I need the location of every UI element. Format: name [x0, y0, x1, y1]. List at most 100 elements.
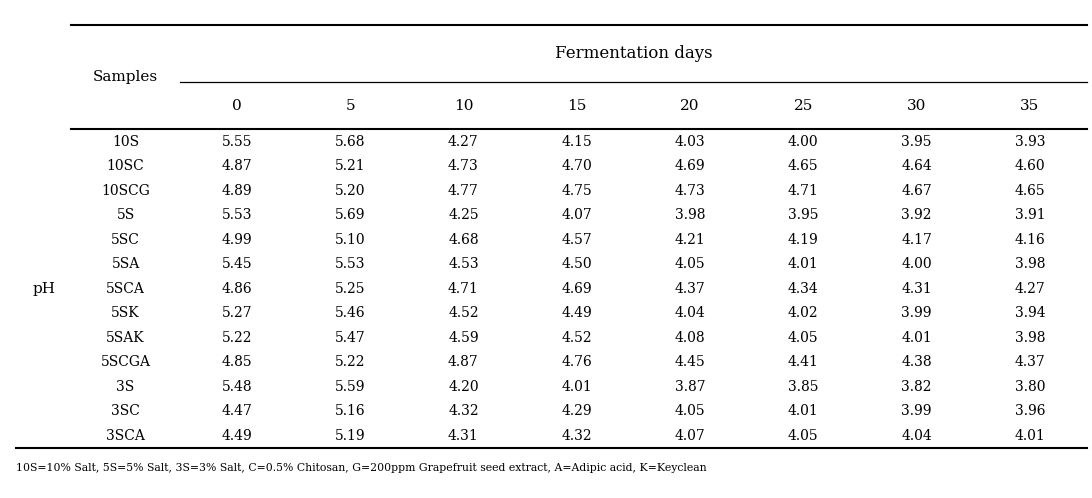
Text: 4.87: 4.87: [448, 356, 478, 370]
Text: 4.45: 4.45: [675, 356, 705, 370]
Text: 4.73: 4.73: [675, 184, 705, 198]
Text: 5.20: 5.20: [335, 184, 366, 198]
Text: 4.31: 4.31: [901, 282, 931, 296]
Text: 4.50: 4.50: [561, 257, 592, 271]
Text: 4.37: 4.37: [675, 282, 705, 296]
Text: 10SCG: 10SCG: [102, 184, 150, 198]
Text: 5.22: 5.22: [222, 331, 252, 345]
Text: 4.17: 4.17: [901, 233, 933, 247]
Text: 5SAK: 5SAK: [106, 331, 145, 345]
Text: 5.22: 5.22: [335, 356, 366, 370]
Text: 5.48: 5.48: [222, 380, 252, 394]
Text: 5.47: 5.47: [335, 331, 366, 345]
Text: 3.95: 3.95: [788, 208, 819, 222]
Text: Fermentation days: Fermentation days: [555, 45, 712, 62]
Text: 4.27: 4.27: [448, 135, 478, 149]
Text: 4.32: 4.32: [448, 404, 478, 418]
Text: 4.19: 4.19: [788, 233, 819, 247]
Text: 4.05: 4.05: [788, 429, 819, 443]
Text: 10SC: 10SC: [107, 159, 144, 173]
Text: 4.29: 4.29: [561, 404, 592, 418]
Text: 3.99: 3.99: [901, 404, 931, 418]
Text: 4.70: 4.70: [561, 159, 592, 173]
Text: 4.41: 4.41: [787, 356, 819, 370]
Text: 4.69: 4.69: [561, 282, 592, 296]
Text: 5.16: 5.16: [335, 404, 366, 418]
Text: 4.34: 4.34: [788, 282, 819, 296]
Text: 5: 5: [345, 99, 355, 113]
Text: 5.53: 5.53: [222, 208, 252, 222]
Text: 3S: 3S: [117, 380, 134, 394]
Text: 4.07: 4.07: [561, 208, 592, 222]
Text: 5.59: 5.59: [335, 380, 366, 394]
Text: 5.68: 5.68: [335, 135, 366, 149]
Text: 4.15: 4.15: [561, 135, 592, 149]
Text: pH: pH: [32, 282, 56, 296]
Text: 5SCA: 5SCA: [106, 282, 145, 296]
Text: 4.01: 4.01: [788, 257, 819, 271]
Text: 3.98: 3.98: [675, 208, 705, 222]
Text: 3.95: 3.95: [901, 135, 931, 149]
Text: 4.67: 4.67: [901, 184, 931, 198]
Text: 3.93: 3.93: [1014, 135, 1045, 149]
Text: 4.37: 4.37: [1014, 356, 1045, 370]
Text: 4.47: 4.47: [222, 404, 252, 418]
Text: 10S: 10S: [112, 135, 139, 149]
Text: 4.01: 4.01: [561, 380, 592, 394]
Text: 4.71: 4.71: [448, 282, 479, 296]
Text: 3.82: 3.82: [901, 380, 931, 394]
Text: 4.05: 4.05: [675, 404, 705, 418]
Text: 5SA: 5SA: [111, 257, 140, 271]
Text: 4.73: 4.73: [448, 159, 478, 173]
Text: 10: 10: [453, 99, 473, 113]
Text: 5SCGA: 5SCGA: [100, 356, 151, 370]
Text: 4.86: 4.86: [222, 282, 252, 296]
Text: 4.38: 4.38: [901, 356, 931, 370]
Text: 4.69: 4.69: [675, 159, 705, 173]
Text: 4.65: 4.65: [1014, 184, 1045, 198]
Text: Samples: Samples: [93, 70, 158, 84]
Text: 4.77: 4.77: [448, 184, 479, 198]
Text: 25: 25: [794, 99, 812, 113]
Text: 3.98: 3.98: [1014, 257, 1045, 271]
Text: 4.32: 4.32: [561, 429, 592, 443]
Text: 4.65: 4.65: [788, 159, 819, 173]
Text: 3.80: 3.80: [1014, 380, 1045, 394]
Text: 4.71: 4.71: [787, 184, 819, 198]
Text: 4.01: 4.01: [901, 331, 931, 345]
Text: 3.96: 3.96: [1014, 404, 1045, 418]
Text: 5.45: 5.45: [222, 257, 252, 271]
Text: 5SK: 5SK: [111, 306, 140, 320]
Text: 5.55: 5.55: [222, 135, 252, 149]
Text: 4.01: 4.01: [788, 404, 819, 418]
Text: 4.20: 4.20: [448, 380, 478, 394]
Text: 4.87: 4.87: [222, 159, 252, 173]
Text: 35: 35: [1020, 99, 1040, 113]
Text: 4.52: 4.52: [561, 331, 592, 345]
Text: 4.05: 4.05: [788, 331, 819, 345]
Text: 4.68: 4.68: [448, 233, 478, 247]
Text: 4.31: 4.31: [448, 429, 478, 443]
Text: 4.99: 4.99: [222, 233, 252, 247]
Text: 3SC: 3SC: [111, 404, 140, 418]
Text: 4.04: 4.04: [901, 429, 931, 443]
Text: 4.27: 4.27: [1014, 282, 1045, 296]
Text: 4.76: 4.76: [561, 356, 592, 370]
Text: 4.05: 4.05: [675, 257, 705, 271]
Text: 4.01: 4.01: [1014, 429, 1045, 443]
Text: 5.69: 5.69: [335, 208, 366, 222]
Text: 4.52: 4.52: [448, 306, 478, 320]
Text: 4.49: 4.49: [222, 429, 252, 443]
Text: 3SCA: 3SCA: [106, 429, 145, 443]
Text: 15: 15: [567, 99, 586, 113]
Text: 4.89: 4.89: [222, 184, 252, 198]
Text: 3.94: 3.94: [1014, 306, 1045, 320]
Text: 4.03: 4.03: [675, 135, 705, 149]
Text: 4.16: 4.16: [1014, 233, 1045, 247]
Text: 3.85: 3.85: [788, 380, 819, 394]
Text: 3.87: 3.87: [675, 380, 705, 394]
Text: 4.00: 4.00: [901, 257, 931, 271]
Text: 5SC: 5SC: [111, 233, 140, 247]
Text: 3.92: 3.92: [901, 208, 931, 222]
Text: 4.49: 4.49: [561, 306, 592, 320]
